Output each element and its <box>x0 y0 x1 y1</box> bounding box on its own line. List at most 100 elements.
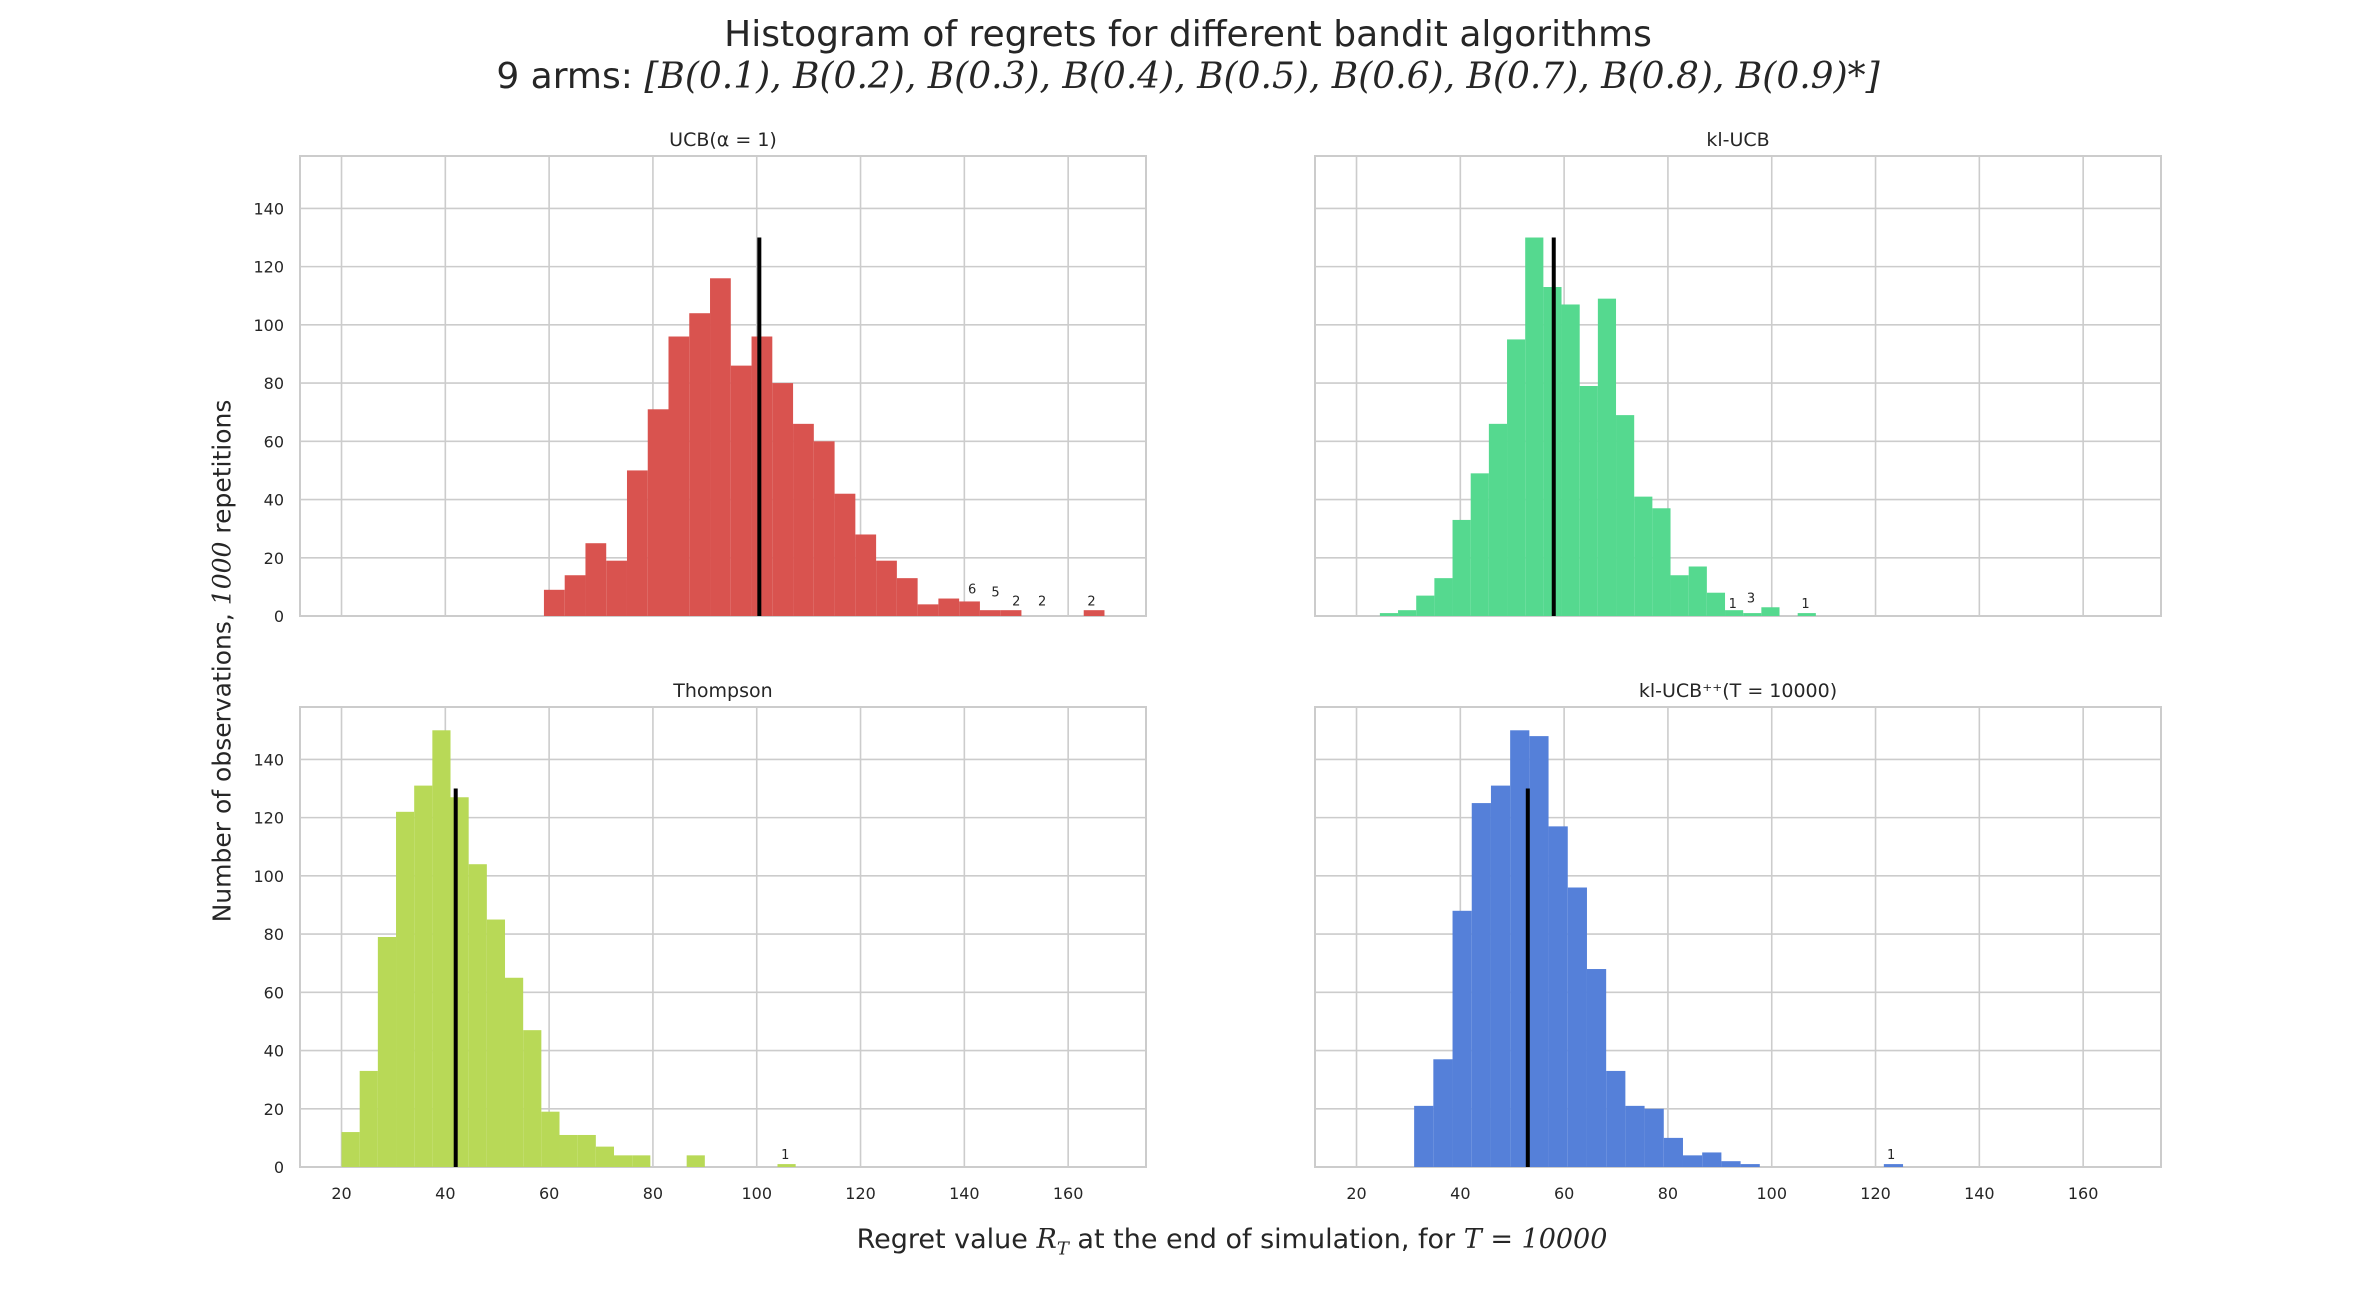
histogram-bar <box>710 278 731 616</box>
histogram-bar <box>585 543 607 616</box>
panel-3: 1 0 20 40 60 80 100 120 140 20 40 60 80 100 120 140 160 T… <box>253 680 1147 1203</box>
x-axis-label: Regret value RT at the end of simulation… <box>857 1224 1608 1259</box>
bar-count-label: 2 <box>1087 594 1095 609</box>
y-axis-label: Number of observations, 1000 repetitions <box>208 400 237 923</box>
histogram-bar <box>543 589 565 616</box>
x-tick-label: 80 <box>1658 1184 1678 1203</box>
histogram-bar <box>632 1155 651 1167</box>
axes-frame <box>1314 155 2162 617</box>
bar-count-label: 1 <box>1801 597 1809 612</box>
histogram-bar <box>751 336 773 616</box>
histogram-bar <box>450 797 469 1167</box>
x-tick-label: 60 <box>1554 1184 1574 1203</box>
histogram-bar <box>896 578 918 616</box>
histogram-bar <box>1434 578 1453 616</box>
histogram-bar <box>414 785 433 1167</box>
panel-title: kl-UCB <box>1706 129 1769 151</box>
histogram-bar <box>855 534 877 616</box>
y-tick-label: 20 <box>264 549 284 568</box>
histogram-bar <box>1452 910 1472 1167</box>
histogram-bar <box>396 811 415 1167</box>
histogram-bar <box>1548 826 1568 1167</box>
histogram-bar <box>1507 339 1526 616</box>
histogram-bar <box>1379 613 1399 616</box>
x-axis-label-rt: R <box>1036 1224 1057 1255</box>
histogram-bar <box>689 313 711 616</box>
histogram-bar <box>626 470 648 616</box>
bar-count-label: 2 <box>1038 594 1046 609</box>
bar-count-label: 6 <box>968 583 976 598</box>
histogram-bar <box>979 610 1001 616</box>
histogram-bar <box>834 493 856 616</box>
histogram-bar <box>1688 566 1707 616</box>
x-axis-label-text: Regret value <box>856 1224 1037 1255</box>
histogram-bar <box>813 441 835 616</box>
y-tick-label: 140 <box>253 750 284 769</box>
y-tick-label: 0 <box>274 607 284 626</box>
histogram-bar <box>938 598 960 616</box>
x-tick-label: 80 <box>643 1184 663 1203</box>
x-tick-label: 140 <box>1964 1184 1995 1203</box>
histogram-bar <box>1597 298 1617 616</box>
histogram-bar <box>1579 386 1598 616</box>
histogram-bar <box>1000 610 1022 616</box>
histogram-bar <box>1083 610 1105 616</box>
histogram-bar <box>1510 730 1530 1167</box>
histogram-bar <box>1743 613 1762 616</box>
histogram-bar <box>505 977 524 1167</box>
histogram-bar <box>1490 785 1511 1167</box>
subtitle-arms: [B(0.1), B(0.2), B(0.3), B(0.4), B(0.5),… <box>644 56 1880 97</box>
histogram-bar <box>359 1070 378 1167</box>
x-tick-label: 100 <box>741 1184 772 1203</box>
histogram-bar <box>468 864 487 1167</box>
axes-frame <box>299 706 1147 1168</box>
histogram-bar <box>1525 237 1544 616</box>
y-tick-label: 60 <box>264 432 284 451</box>
histogram-bar <box>1625 1105 1645 1167</box>
y-tick-label: 100 <box>253 867 284 886</box>
y-tick-label: 20 <box>264 1100 284 1119</box>
histogram-bar <box>606 560 627 616</box>
x-tick-label: 40 <box>1450 1184 1470 1203</box>
x-tick-label: 40 <box>435 1184 455 1203</box>
histogram-bar <box>772 383 794 616</box>
subtitle-prefix: 9 arms: <box>496 56 645 97</box>
histogram-bar <box>1761 607 1780 616</box>
histogram-bar <box>595 1146 615 1167</box>
x-axis-label-rt-sub: T <box>1056 1238 1069 1260</box>
histogram-bar <box>486 919 506 1167</box>
histogram-bar <box>1586 969 1607 1167</box>
histogram-bar <box>1634 496 1653 616</box>
histogram-bar <box>777 1164 796 1167</box>
x-tick-label: 160 <box>2068 1184 2099 1203</box>
x-tick-label: 20 <box>331 1184 351 1203</box>
x-tick-label: 140 <box>949 1184 980 1203</box>
histogram-bar <box>1416 595 1435 616</box>
histogram-bar <box>1682 1155 1703 1167</box>
histogram-bar <box>1721 1161 1741 1167</box>
y-tick-label: 100 <box>253 316 284 335</box>
histogram-bar <box>1561 304 1580 616</box>
y-tick-label: 80 <box>264 374 284 393</box>
y-tick-label: 40 <box>264 491 284 510</box>
y-tick-label: 120 <box>253 258 284 277</box>
histogram-bar <box>668 336 690 616</box>
histogram-bar <box>1606 1070 1626 1167</box>
histogram-bar <box>647 409 669 616</box>
histogram-bar <box>377 937 397 1167</box>
x-tick-label: 120 <box>1860 1184 1891 1203</box>
histogram-bar <box>1644 1108 1664 1167</box>
x-tick-label: 20 <box>1346 1184 1366 1203</box>
histogram-bar <box>1663 1137 1683 1167</box>
histogram-bar <box>523 1030 542 1167</box>
histogram-bar <box>1452 519 1471 616</box>
panel-title: Thompson <box>672 680 772 702</box>
histogram-bar <box>1567 887 1587 1167</box>
y-tick-label: 40 <box>264 1042 284 1061</box>
y-axis-label-text: Number of observations, <box>207 605 237 923</box>
figure-title: Histogram of regrets for different bandi… <box>724 14 1652 55</box>
y-axis-label-suffix: repetitions <box>207 399 237 542</box>
histogram-bar <box>730 365 752 616</box>
histogram-bar <box>1471 803 1491 1167</box>
